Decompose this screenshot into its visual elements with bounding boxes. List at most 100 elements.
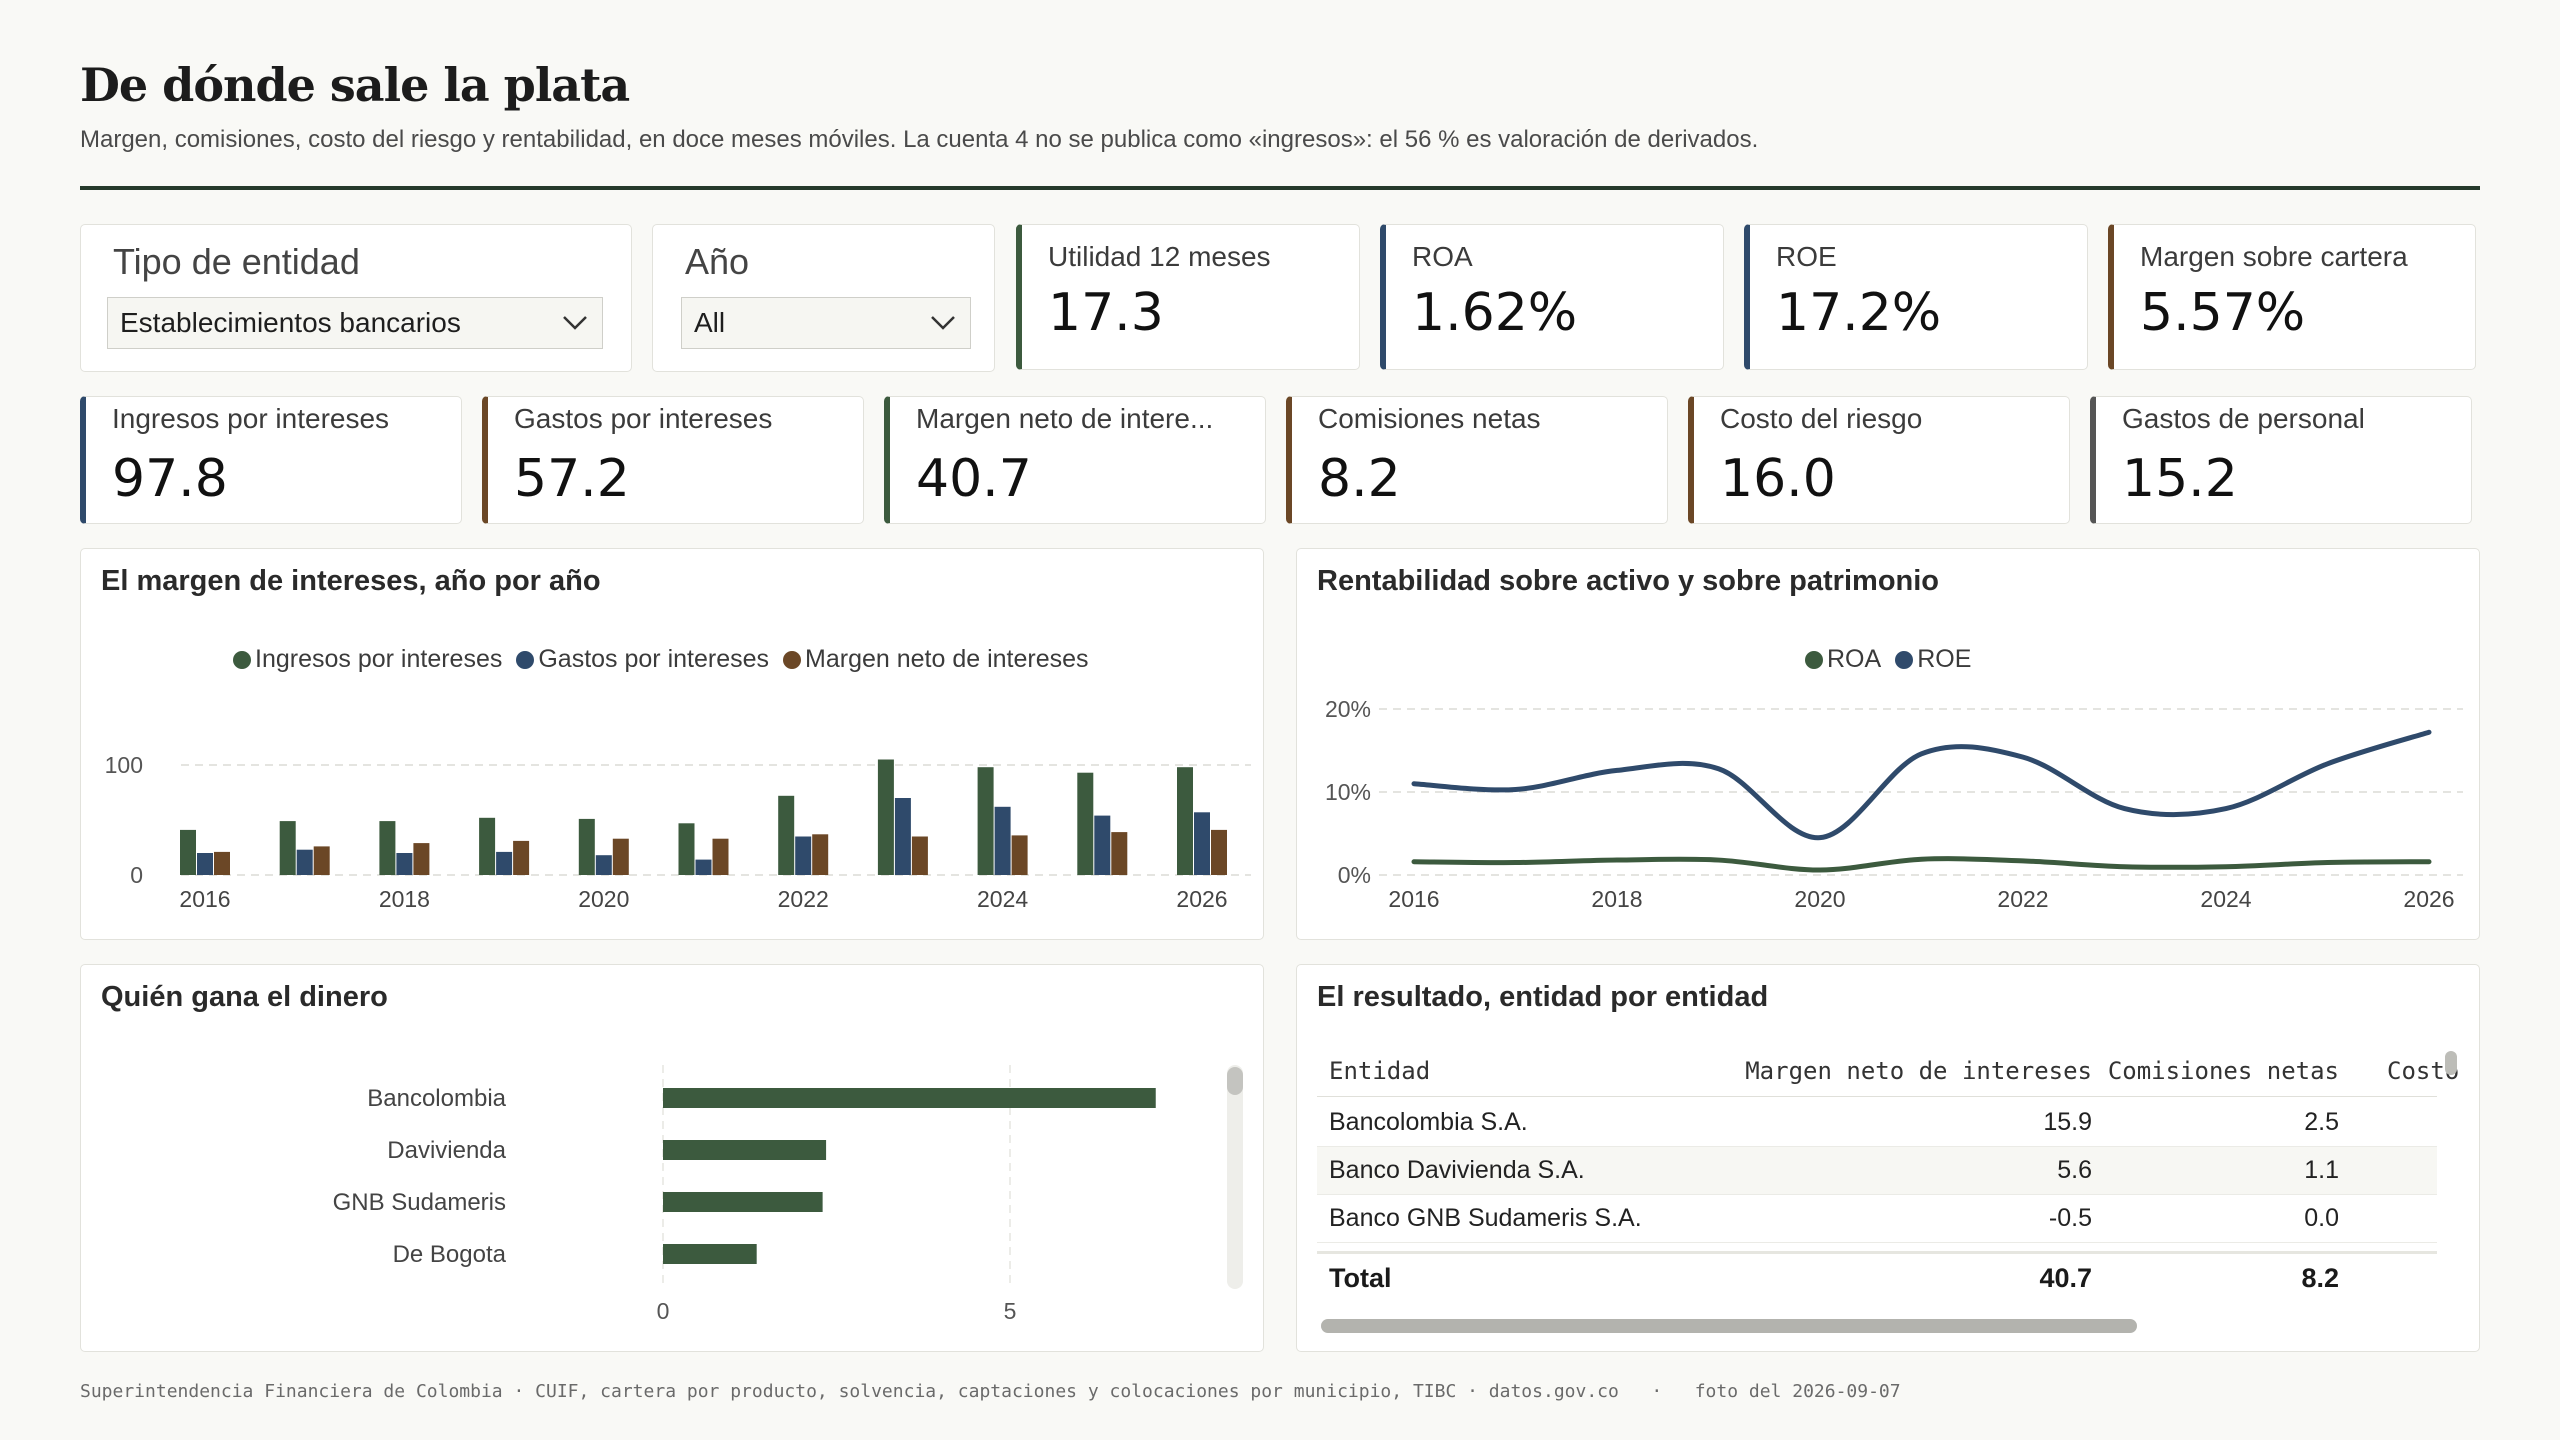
table-row[interactable]: Banco GNB Sudameris S.A. -0.5 0.0 — [1317, 1195, 2437, 1243]
table-row[interactable]: Bancolombia S.A. 15.9 2.5 — [1317, 1099, 2437, 1147]
bar — [911, 836, 928, 875]
legend-item: Gastos por intereses — [516, 645, 769, 674]
bar — [712, 838, 729, 875]
series-line-roa — [1411, 856, 2432, 873]
bar-category-label: Davivienda — [387, 1137, 506, 1164]
bar — [413, 843, 430, 875]
kpi-cost-of-risk: Costo del riesgo 16.0 — [1688, 396, 2070, 524]
kpi-value: 8.2 — [1318, 449, 1401, 509]
legend-label: ROE — [1917, 645, 1972, 673]
x-tick-label: 2022 — [778, 886, 829, 912]
x-tick-label: 2018 — [1591, 886, 1642, 912]
y-tick-label: 0 — [130, 862, 143, 888]
page-subtitle: Margen, comisiones, costo del riesgo y r… — [80, 126, 1759, 153]
bar — [795, 836, 812, 875]
bar — [279, 821, 296, 875]
y-tick-label: 100 — [105, 752, 143, 778]
bar — [595, 855, 612, 875]
kpi-label: Utilidad 12 meses — [1048, 241, 1271, 272]
results-panel: El resultado, entidad por entidad Entida… — [1296, 964, 2480, 1352]
bar — [396, 853, 413, 875]
x-tick-label: 2026 — [1176, 886, 1227, 912]
legend-item: Margen neto de intereses — [783, 645, 1089, 674]
vertical-scrollbar-thumb[interactable] — [2445, 1051, 2457, 1075]
chevron-down-icon — [931, 316, 955, 330]
kpi-net-income: Utilidad 12 meses 17.3 — [1016, 224, 1360, 370]
year-filter: Año All — [652, 224, 995, 372]
legend-item: ROA — [1805, 645, 1881, 674]
kpi-label: Comisiones netas — [1318, 403, 1541, 434]
kpi-personnel-expense: Gastos de personal 15.2 — [2090, 396, 2472, 524]
kpi-label: Margen sobre cartera — [2140, 241, 2408, 272]
bar-category-label: De Bogota — [393, 1241, 507, 1268]
panel-title: Quién gana el dinero — [101, 981, 388, 1013]
legend-item: Ingresos por intereses — [233, 645, 502, 674]
bar — [513, 840, 530, 875]
bar — [894, 798, 911, 875]
winners-panel: Quién gana el dinero 0 5 Bancolombia Davivi… — [80, 964, 1264, 1352]
bar — [479, 817, 496, 875]
kpi-label: Ingresos por intereses — [112, 403, 390, 434]
x-tick-label: 2018 — [379, 886, 430, 912]
year-label: Año — [685, 241, 750, 282]
bar — [778, 795, 795, 875]
y-tick-label: 10% — [1325, 779, 1371, 805]
margin-bar-chart: 0 100 2016 2018 2020 2022 2024 2026 — [105, 752, 1251, 912]
bar — [612, 838, 629, 875]
bar — [578, 818, 595, 875]
x-tick-label: 5 — [1004, 1298, 1017, 1324]
bar-category-label: GNB Sudameris — [333, 1189, 506, 1216]
kpi-value: 97.8 — [112, 449, 228, 509]
table-row[interactable]: Banco Davivienda S.A. 5.6 1.1 — [1317, 1147, 2437, 1195]
kpi-value: 15.2 — [2122, 449, 2238, 509]
returns-line-chart: 0% 10% 20% 2016 2018 2020 2022 2024 2026 — [1325, 696, 2463, 912]
kpi-label: Costo del riesgo — [1720, 403, 1923, 434]
scrollbar-thumb[interactable] — [1227, 1067, 1243, 1095]
y-tick-label: 20% — [1325, 696, 1371, 722]
kpi-margin-on-loans: Margen sobre cartera 5.57% — [2108, 224, 2476, 370]
bar — [977, 767, 994, 875]
total-commissions: 8.2 — [2301, 1263, 2339, 1293]
legend-swatch — [233, 650, 251, 669]
x-tick-label: 2024 — [977, 886, 1028, 912]
series-line-roe — [1411, 729, 2432, 841]
bar — [695, 859, 712, 875]
chevron-down-icon — [563, 316, 587, 330]
x-tick-label: 2022 — [1997, 886, 2048, 912]
panel-title: El resultado, entidad por entidad — [1317, 981, 1769, 1013]
legend-label: Margen neto de intereses — [805, 645, 1089, 673]
bar — [663, 1140, 827, 1160]
kpi-label: Margen neto de intere... — [916, 403, 1214, 434]
cell-entity: Banco GNB Sudameris S.A. — [1329, 1204, 1642, 1232]
page-title: De dónde sale la plata — [80, 58, 630, 112]
kpi-label: ROE — [1776, 241, 1837, 272]
legend-swatch — [1805, 650, 1823, 669]
cell-commissions: 2.5 — [2304, 1108, 2339, 1136]
bar — [663, 1244, 757, 1264]
kpi-value: 17.2% — [1776, 283, 1942, 343]
kpi-net-interest-margin: Margen neto de intere... 40.7 — [884, 396, 1266, 524]
bar — [1111, 832, 1128, 875]
kpi-interest-expense: Gastos por intereses 57.2 — [482, 396, 864, 524]
entity-type-select[interactable]: Establecimientos bancarios — [107, 297, 603, 349]
scrollbar-track[interactable] — [1227, 1065, 1243, 1289]
legend-label: Ingresos por intereses — [255, 645, 503, 673]
year-select[interactable]: All — [681, 297, 971, 349]
horizontal-scrollbar-thumb[interactable] — [1321, 1319, 2137, 1333]
column-header-margin[interactable]: Margen neto de intereses — [1745, 1056, 2092, 1085]
bar — [496, 851, 513, 875]
bar — [1211, 829, 1227, 875]
bar — [663, 1088, 1156, 1108]
bar — [197, 853, 213, 875]
kpi-value: 1.62% — [1412, 283, 1578, 343]
panel-title: Rentabilidad sobre activo y sobre patrim… — [1317, 565, 1940, 597]
legend-label: ROA — [1827, 645, 1882, 673]
bar — [663, 1192, 823, 1212]
column-header-commissions[interactable]: Comisiones netas — [2107, 1056, 2339, 1085]
x-tick-label: 2020 — [1794, 886, 1845, 912]
entity-type-label: Tipo de entidad — [113, 241, 360, 282]
bar — [1177, 767, 1193, 875]
bar-category-label: Bancolombia — [367, 1085, 506, 1112]
column-header-entity[interactable]: Entidad — [1329, 1056, 1431, 1085]
legend-swatch — [783, 650, 802, 669]
